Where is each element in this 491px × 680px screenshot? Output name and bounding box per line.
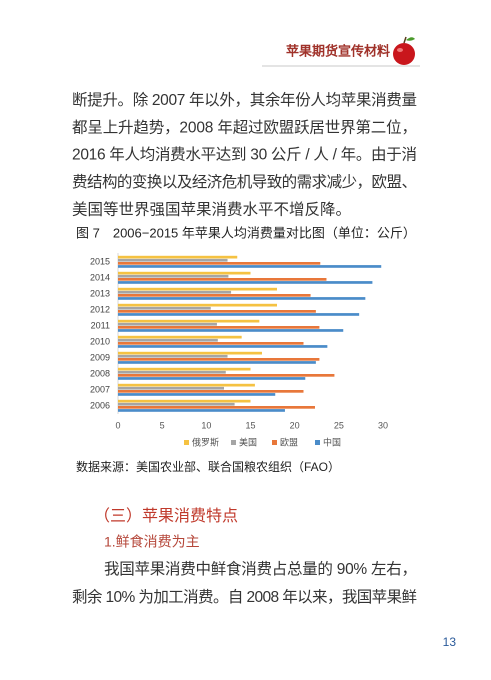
bar	[118, 322, 217, 326]
legend-label: 中国	[323, 436, 341, 447]
bar	[118, 274, 229, 278]
apple-icon	[393, 36, 415, 65]
bar	[118, 367, 251, 371]
bar	[118, 374, 335, 377]
bar	[118, 255, 238, 259]
bar	[118, 377, 306, 380]
text-line: 2016 年人均消费水平达到 30 公斤 / 人 / 年。由于消	[72, 146, 417, 164]
chart: 0 5 10 15 20 25 30 2006 2007 2008 2009 2010 2011 2012…	[90, 253, 388, 447]
bar	[118, 271, 251, 275]
bar	[118, 278, 327, 281]
x-tick-label: 10	[201, 420, 211, 430]
bar	[118, 409, 285, 412]
bar	[118, 383, 255, 387]
page-number: 13	[443, 635, 457, 649]
legend-swatch	[231, 440, 236, 445]
text-line: 我国苹果消费中鲜食消费占总量的 90% 左右，	[104, 560, 417, 578]
bar	[118, 310, 316, 313]
y-tick-label: 2013	[90, 288, 110, 298]
bar	[118, 354, 228, 358]
y-tick-label: 2012	[90, 304, 110, 314]
y-tick-label: 2011	[91, 320, 110, 330]
x-tick-label: 20	[290, 420, 300, 430]
bar	[118, 345, 328, 348]
bar	[118, 258, 228, 262]
bar	[118, 335, 242, 339]
header-title: 苹果期货宣传材料	[286, 43, 390, 58]
y-tick-label: 2014	[90, 272, 110, 282]
bar	[118, 329, 344, 332]
x-tick-label: 25	[334, 420, 344, 430]
text-line: 剩余 10% 为加工消费。自 2008 年以来，我国苹果鲜	[72, 587, 417, 606]
figure-caption: 图 7 2006−2015 年苹果人均消费量对比图（单位：公斤）	[76, 225, 416, 240]
x-tick-label: 15	[245, 420, 255, 430]
subsection-heading: 1.鲜食消费为主	[104, 534, 200, 550]
legend-swatch	[315, 440, 320, 445]
bar	[118, 386, 224, 390]
paragraph: 我国苹果消费中鲜食消费占总量的 90% 左右， 剩余 10% 为加工消费。自 20…	[72, 560, 417, 606]
bar	[118, 406, 315, 409]
bar	[118, 306, 211, 310]
y-tick-label: 2010	[90, 336, 110, 346]
bar	[118, 358, 320, 361]
y-tick-label: 2015	[90, 256, 110, 266]
bar	[118, 342, 304, 345]
bar	[118, 393, 276, 396]
bar	[118, 287, 277, 291]
section-heading: （三）苹果消费特点	[94, 507, 238, 525]
bar	[118, 297, 366, 300]
bar	[118, 262, 321, 265]
bar	[118, 351, 262, 355]
bar	[118, 326, 320, 329]
bar	[118, 338, 218, 342]
bar	[118, 281, 373, 284]
x-tick-label: 30	[378, 420, 388, 430]
legend-swatch	[184, 440, 189, 445]
bar	[118, 370, 226, 374]
legend-swatch	[272, 440, 277, 445]
y-tick-label: 2008	[90, 368, 110, 378]
bar	[118, 303, 277, 307]
bar	[118, 399, 251, 403]
x-tick-label: 0	[115, 420, 120, 430]
x-tick-label: 5	[160, 420, 165, 430]
text-line: 美国等世界强国苹果消费水平不增反降。	[72, 200, 351, 218]
bar	[118, 390, 304, 393]
bar	[118, 265, 382, 268]
legend-label: 俄罗斯	[192, 436, 219, 447]
text-line: 断提升。除 2007 年以外，其余年份人均苹果消费量	[72, 90, 417, 109]
legend-label: 美国	[239, 436, 257, 447]
y-tick-label: 2007	[90, 384, 110, 394]
y-tick-label: 2006	[90, 400, 110, 410]
bar	[118, 313, 360, 316]
bar	[118, 294, 311, 297]
legend-label: 欧盟	[280, 436, 298, 447]
text-line: 费结构的变换以及经济危机导致的需求减少，欧盟、	[72, 173, 417, 191]
bar	[118, 319, 260, 323]
bar	[118, 290, 232, 294]
bar	[118, 361, 316, 364]
y-tick-label: 2009	[90, 352, 110, 362]
text-line: 都呈上升趋势，2008 年超过欧盟跃居世界第二位，	[72, 118, 417, 136]
bar	[118, 402, 235, 406]
figure-source: 数据来源：美国农业部、联合国粮农组织（FAO）	[76, 459, 340, 474]
